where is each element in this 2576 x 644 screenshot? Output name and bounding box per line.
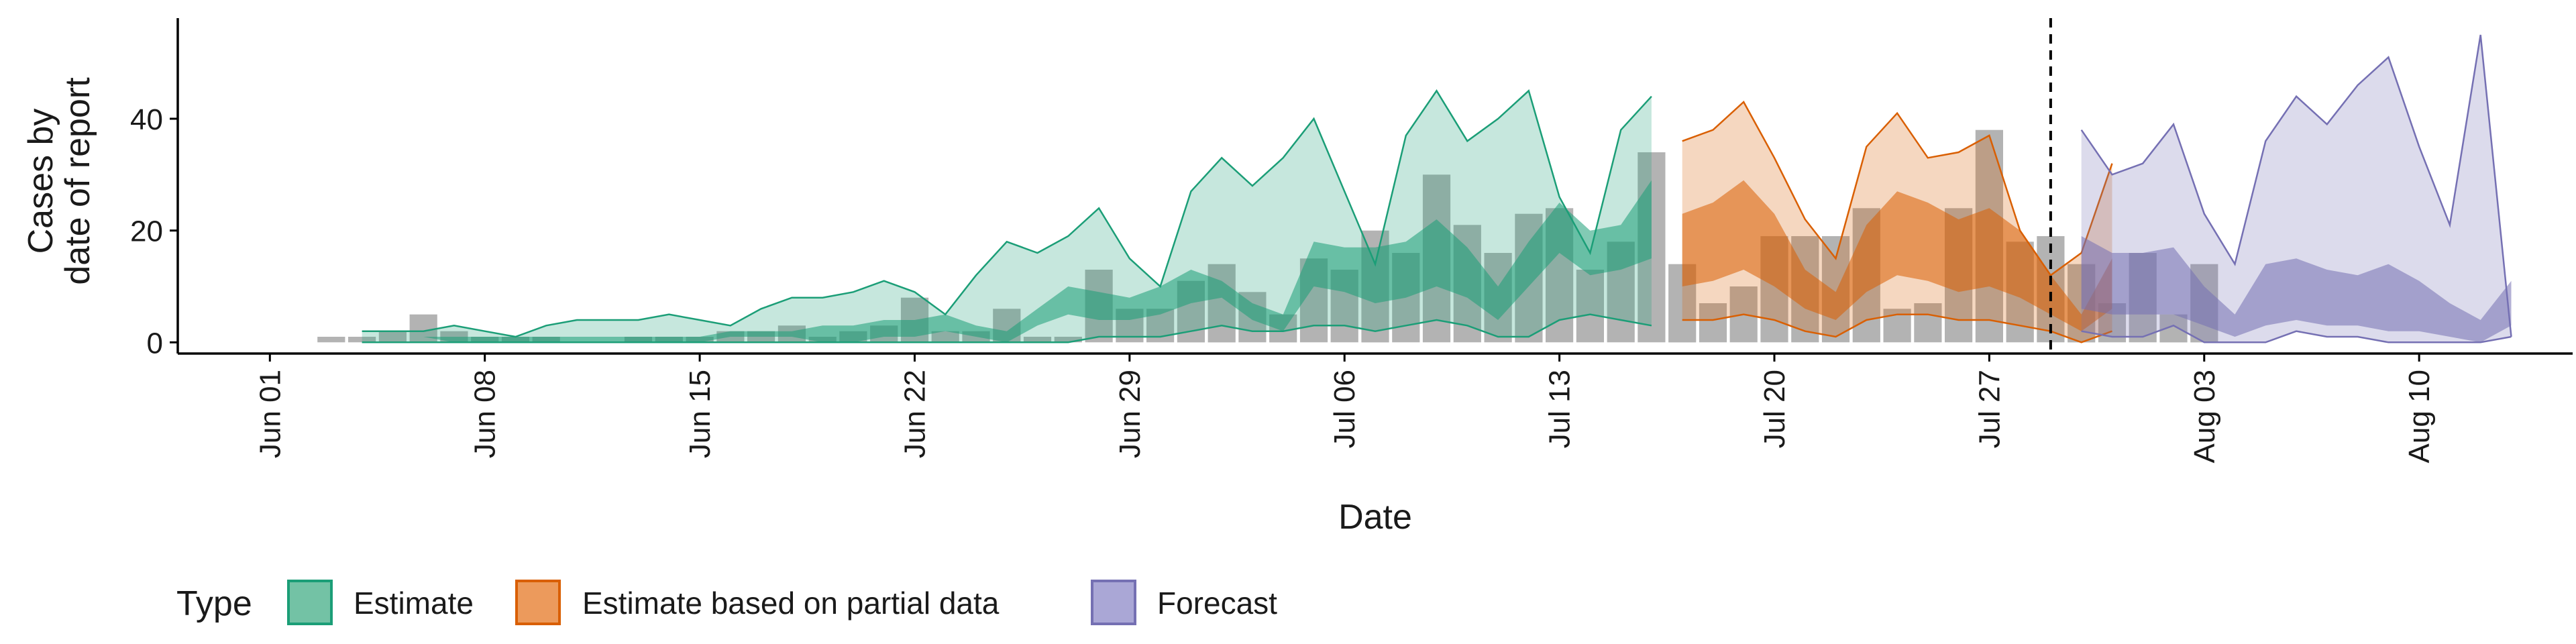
legend-key — [515, 580, 561, 625]
x-tick-label: Jul 20 — [1758, 370, 1791, 448]
ribbon-50 — [1682, 180, 2112, 331]
observed-bar — [1054, 337, 1082, 343]
x-tick-label: Aug 03 — [2188, 370, 2221, 463]
observed-bar — [317, 337, 345, 343]
x-tick-label: Jul 06 — [1328, 370, 1361, 448]
ribbon-90 — [362, 91, 1652, 343]
x-axis-label: Date — [1338, 498, 1412, 537]
legend-item: Estimate — [287, 580, 474, 625]
legend-item: Estimate based on partial data — [515, 580, 1000, 625]
x-tick-label: Jun 29 — [1114, 370, 1146, 458]
upper-bound-line — [2080, 34, 2512, 337]
legend-label: Estimate based on partial data — [582, 586, 1000, 621]
x-tick-label: Jun 08 — [469, 370, 502, 458]
legend-label: Forecast — [1157, 586, 1277, 621]
y-tick-label: 0 — [147, 327, 163, 360]
lower-bound-line — [1682, 313, 2112, 343]
ribbon-90 — [2081, 35, 2512, 343]
legend-item: Forecast — [1091, 580, 1277, 625]
y-axis-label-line: Cases by — [21, 109, 60, 254]
ribbon-50 — [2081, 236, 2512, 343]
observed-bar — [378, 331, 407, 343]
y-tick-label: 40 — [130, 103, 163, 136]
y-axis-label-line: date of report — [58, 77, 97, 285]
legend: Type Estimate Estimate based on partial da… — [176, 580, 1277, 625]
x-tick-label: Jun 01 — [254, 370, 286, 458]
series-group — [2080, 34, 2512, 343]
ribbon-50 — [362, 180, 1652, 343]
legend-label: Estimate — [354, 586, 474, 621]
legend-key — [287, 580, 333, 625]
x-tick-label: Jul 13 — [1544, 370, 1576, 448]
series-ribbons — [362, 34, 2512, 343]
legend-title: Type — [176, 584, 252, 623]
observed-bar — [1699, 303, 1727, 343]
observed-bar — [931, 331, 959, 343]
observed-bar — [1576, 270, 1604, 343]
y-tick-label: 20 — [130, 215, 163, 248]
axes: 0 20 40 Jun 01 Jun 08 Jun 15 Jun 22 Jun 29 Jul 0… — [130, 18, 2573, 463]
upper-bound-line — [1682, 101, 2113, 277]
series-group — [362, 89, 1652, 343]
x-tick-label: Jun 15 — [684, 370, 716, 458]
observed-bar — [348, 337, 376, 343]
legend-key — [1091, 580, 1136, 625]
upper-bound-line — [362, 89, 1652, 338]
x-tick-label: Jul 27 — [1973, 370, 2006, 448]
observed-bar — [1023, 337, 1052, 343]
x-tick-label: Jun 22 — [899, 370, 932, 458]
lower-bound-line — [2081, 324, 2512, 343]
lower-bound-line — [362, 313, 1652, 343]
observed-bar — [1914, 303, 1942, 343]
x-tick-label: Aug 10 — [2403, 370, 2436, 463]
series-group — [1682, 101, 2113, 343]
